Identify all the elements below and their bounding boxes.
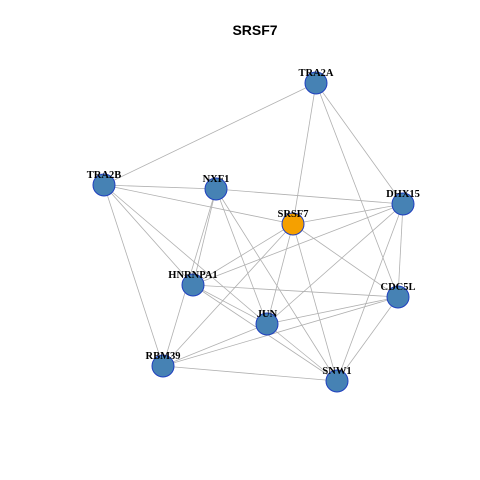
node-tra2b: TRA2B: [87, 170, 121, 197]
edge-tra2b-rbm39: [103, 184, 164, 367]
node-circle-tra2b: [92, 173, 116, 197]
edge-nxf1-dhx15: [215, 188, 404, 205]
node-circle-hnrnpa1: [181, 273, 205, 297]
node-label-jun: JUN: [257, 309, 278, 320]
edge-hnrnpa1-jun: [192, 284, 268, 325]
edge-jun-rbm39: [162, 323, 268, 367]
edge-nxf1-jun: [215, 188, 268, 325]
node-rbm39: RBM39: [146, 351, 181, 378]
node-circle-cdc5l: [386, 285, 410, 309]
edge-tra2b-nxf1: [103, 184, 217, 190]
edge-cdc5l-rbm39: [162, 296, 399, 367]
edge-srsf7-dhx15: [292, 203, 404, 225]
edge-cdc5l-snw1: [336, 296, 399, 382]
node-dhx15: DHX15: [386, 189, 420, 216]
edge-rbm39-snw1: [162, 365, 338, 382]
edge-hnrnpa1-cdc5l: [192, 284, 399, 298]
edge-dhx15-jun: [266, 203, 404, 325]
edge-tra2a-srsf7: [292, 82, 317, 225]
node-srsf7: SRSF7: [278, 209, 309, 236]
edge-tra2a-tra2b: [103, 82, 317, 186]
edge-srsf7-cdc5l: [292, 223, 399, 298]
node-label-hnrnpa1: HNRNPA1: [168, 270, 217, 281]
node-label-snw1: SNW1: [322, 366, 351, 377]
edge-nxf1-snw1: [215, 188, 338, 382]
edge-srsf7-jun: [266, 223, 294, 325]
edge-jun-snw1: [266, 323, 338, 382]
edge-dhx15-hnrnpa1: [192, 203, 404, 286]
node-label-tra2a: TRA2A: [298, 68, 333, 79]
nodes-layer: SRSF7 TRA2A TRA2B NXF1 DHX15 HNRNPA1 CDC5L JUN R…: [87, 68, 420, 393]
node-circle-dhx15: [391, 192, 415, 216]
node-circle-tra2a: [304, 71, 328, 95]
edge-dhx15-cdc5l: [397, 203, 404, 298]
edge-srsf7-snw1: [292, 223, 338, 382]
node-label-dhx15: DHX15: [386, 189, 420, 200]
node-label-tra2b: TRA2B: [87, 170, 121, 181]
graph-title: SRSF7: [232, 22, 277, 38]
node-label-nxf1: NXF1: [203, 174, 230, 185]
edge-tra2a-cdc5l: [315, 82, 399, 298]
node-label-srsf7: SRSF7: [278, 209, 309, 220]
node-circle-rbm39: [151, 354, 175, 378]
node-label-cdc5l: CDC5L: [380, 282, 415, 293]
node-hnrnpa1: HNRNPA1: [168, 270, 218, 297]
node-circle-nxf1: [204, 177, 228, 201]
node-cdc5l: CDC5L: [380, 282, 416, 309]
edge-tra2b-jun: [103, 184, 268, 325]
node-nxf1: NXF1: [203, 174, 230, 201]
node-label-rbm39: RBM39: [146, 351, 181, 362]
node-circle-snw1: [325, 369, 349, 393]
edge-tra2b-hnrnpa1: [103, 184, 194, 286]
node-tra2a: TRA2A: [298, 68, 334, 95]
edge-tra2a-dhx15: [315, 82, 404, 205]
node-jun: JUN: [255, 309, 279, 336]
edge-srsf7-hnrnpa1: [192, 223, 294, 286]
edge-dhx15-snw1: [336, 203, 404, 382]
edge-srsf7-rbm39: [162, 223, 294, 367]
edges-layer: [103, 82, 404, 382]
edge-cdc5l-jun: [266, 296, 399, 325]
node-circle-srsf7: [281, 212, 305, 236]
edge-nxf1-hnrnpa1: [192, 188, 217, 286]
edge-tra2b-srsf7: [103, 184, 294, 225]
node-snw1: SNW1: [322, 366, 352, 393]
node-circle-jun: [255, 312, 279, 336]
